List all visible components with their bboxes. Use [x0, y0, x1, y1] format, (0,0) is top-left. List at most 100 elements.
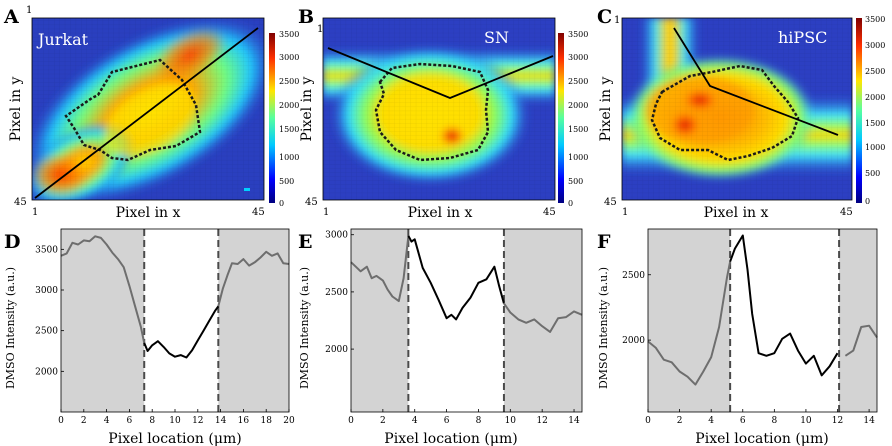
xtick-label-f-10: 10: [800, 416, 812, 426]
panel-c: C 1 45 1 45 hiPSC Pixel in x Pixel in y …: [597, 6, 885, 221]
profile-line-c: [673, 27, 839, 136]
corner-x-start-a: 1: [32, 207, 38, 218]
cbar-tick-a-2000: 2000: [279, 101, 299, 110]
xtick-label-d-4: 4: [104, 416, 110, 426]
ytick-label-d-3000: 3000: [35, 286, 58, 296]
line-chart-d: D Pixel location (μm) DMSO Intensity (a.…: [4, 228, 295, 446]
colorbar-ticks-c: 3500 3000 2500 2000 1500 1000 500 0: [865, 15, 885, 206]
corner-x-start-b: 1: [323, 207, 329, 218]
xtick-label-d-8: 8: [149, 416, 155, 426]
ytick-label-e-2000: 2000: [325, 345, 348, 355]
plot-frame-e: [350, 228, 583, 413]
line-chart-e: E Pixel location (μm) DMSO Intensity (a.…: [298, 228, 583, 446]
corner-top-b: 1: [317, 24, 323, 35]
shaded-region-f-0: [648, 229, 731, 412]
panel-letter-a: A: [3, 6, 19, 28]
ytick-label-f-2000: 2000: [622, 336, 645, 346]
corner-top-c: 1: [614, 15, 620, 26]
cbar-tick-c-0: 0: [865, 197, 870, 206]
panel-b: B 1 45 1 45 SN Pixel in x Pixel in y 350…: [298, 6, 588, 221]
ylabel-e: DMSO Intensity (a.u.): [298, 267, 311, 389]
colorbar-c: [856, 18, 862, 203]
ytick-label-d-2000: 2000: [35, 367, 58, 377]
cbar-tick-b-2000: 2000: [568, 101, 588, 110]
cbar-tick-c-500: 500: [865, 169, 880, 178]
ylabel-d: DMSO Intensity (a.u.): [4, 267, 17, 389]
ytick-label-d-2500: 2500: [35, 327, 58, 337]
corner-x-start-c: 1: [622, 207, 628, 218]
xtick-label-f-0: 0: [645, 416, 651, 426]
cbar-tick-b-500: 500: [568, 177, 583, 186]
corner-bottom-b: 45: [305, 197, 318, 208]
xtick-label-f-4: 4: [708, 416, 714, 426]
xtick-label-d-20: 20: [283, 416, 295, 426]
xlabel-b: Pixel in x: [408, 205, 473, 221]
panel-title-a: Jurkat: [36, 30, 89, 49]
xtick-label-e-12: 12: [536, 416, 547, 426]
series-line-d-1: [143, 305, 220, 359]
xtick-label-d-12: 12: [192, 416, 203, 426]
heatmap-frame-b: [322, 17, 556, 201]
ytick-label-e-3000: 3000: [325, 231, 348, 241]
cbar-tick-a-1000: 1000: [279, 153, 299, 162]
panel-letter-b: B: [298, 6, 314, 28]
ytick-label-d-3500: 3500: [35, 245, 58, 255]
corner-x-end-a: 45: [252, 207, 265, 218]
xtick-label-f-2: 2: [677, 416, 683, 426]
cbar-tick-c-3500: 3500: [865, 15, 885, 24]
panel-letter-c: C: [597, 6, 612, 28]
xtick-label-f-6: 6: [740, 416, 746, 426]
heatmap-frame-a: [31, 17, 265, 201]
shaded-region-e-1: [503, 229, 582, 412]
xlabel-c: Pixel in x: [704, 205, 769, 221]
xtick-label-d-2: 2: [81, 416, 87, 426]
ylabel-a: Pixel in y: [8, 76, 24, 141]
corner-bottom-a: 45: [14, 197, 27, 208]
xtick-label-e-4: 4: [412, 416, 418, 426]
cbar-tick-b-2500: 2500: [568, 77, 588, 86]
xtick-label-f-8: 8: [771, 416, 777, 426]
cbar-tick-a-3500: 3500: [279, 30, 299, 39]
ytick-label-f-2500: 2500: [622, 271, 645, 281]
cbar-tick-b-3500: 3500: [568, 30, 588, 39]
colorbar-b: [558, 33, 564, 203]
ylabel-f: DMSO Intensity (a.u.): [597, 267, 610, 389]
cbar-tick-c-3000: 3000: [865, 41, 885, 50]
profile-line-a: [34, 27, 259, 199]
xtick-label-f-14: 14: [863, 416, 875, 426]
xtick-label-e-2: 2: [380, 416, 386, 426]
cbar-tick-c-2000: 2000: [865, 93, 885, 102]
xtick-label-d-14: 14: [215, 416, 227, 426]
colorbar-ticks-b: 3500 3000 2500 2000 1500 1000 500 0: [568, 30, 588, 208]
cell-outline-a: [64, 58, 202, 162]
cbar-tick-c-1500: 1500: [865, 119, 885, 128]
ylabel-c: Pixel in y: [598, 76, 614, 141]
corner-top-a: 1: [26, 5, 32, 16]
xlabel-e: Pixel location (μm): [384, 431, 517, 446]
xtick-label-d-10: 10: [169, 416, 181, 426]
series-line-f-0: [647, 261, 732, 386]
series-line-f-2: [844, 324, 878, 357]
cbar-tick-b-1500: 1500: [568, 125, 588, 134]
series-line-d-2: [217, 250, 290, 307]
profile-line-b: [327, 47, 554, 99]
series-line-e-0: [350, 235, 410, 303]
panel-letter-d: D: [4, 231, 20, 253]
heatmap-a: [32, 18, 264, 200]
series-line-e-2: [503, 302, 583, 333]
ylabel-b: Pixel in y: [299, 76, 315, 141]
heatmap-c: [622, 18, 852, 200]
series-line-f-1: [729, 234, 839, 377]
cbar-tick-b-3000: 3000: [568, 53, 588, 62]
xtick-label-d-16: 16: [238, 416, 250, 426]
panel-title-c: hiPSC: [778, 28, 827, 47]
cbar-tick-c-1000: 1000: [865, 143, 885, 152]
series-line-e-1: [407, 235, 505, 321]
cbar-tick-b-0: 0: [568, 199, 573, 208]
xtick-label-e-14: 14: [568, 416, 580, 426]
cbar-tick-c-2500: 2500: [865, 67, 885, 76]
xtick-label-e-10: 10: [505, 416, 517, 426]
xlabel-d: Pixel location (μm): [108, 431, 241, 446]
cbar-tick-a-3000: 3000: [279, 53, 299, 62]
